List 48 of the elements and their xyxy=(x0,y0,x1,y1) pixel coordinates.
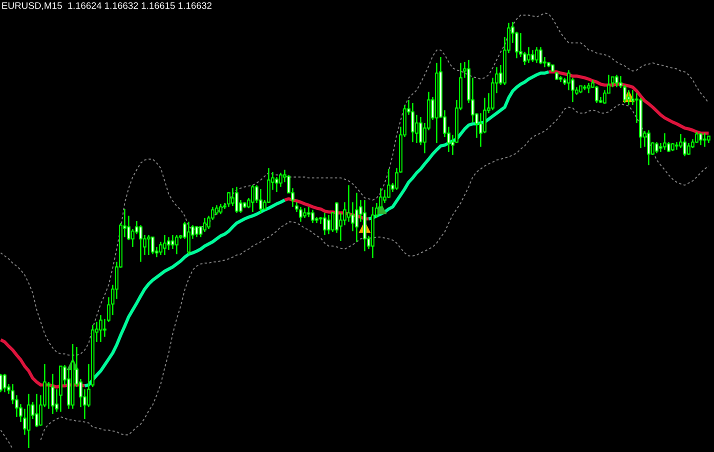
candlestick xyxy=(98,314,102,343)
candlestick xyxy=(646,130,650,166)
candlestick xyxy=(226,191,230,208)
candlestick xyxy=(534,46,538,64)
candlestick xyxy=(302,208,306,219)
candlestick xyxy=(2,373,6,393)
candlestick xyxy=(162,234,166,256)
candlestick xyxy=(214,204,218,216)
candlestick xyxy=(306,206,310,218)
candlestick xyxy=(694,131,698,144)
candlestick xyxy=(526,46,530,64)
candlestick xyxy=(698,132,702,146)
candlestick xyxy=(250,184,254,213)
candlestick xyxy=(686,142,690,156)
candlestick xyxy=(386,168,390,199)
candlestick xyxy=(174,234,178,255)
candlestick xyxy=(274,176,278,193)
candlestick xyxy=(218,203,222,215)
candlestick xyxy=(682,137,686,157)
candlestick xyxy=(674,142,678,150)
candlestick xyxy=(654,142,658,154)
candlestick xyxy=(662,132,666,150)
candlestick xyxy=(354,192,358,242)
candlestick xyxy=(410,102,414,143)
candlestick xyxy=(538,46,542,65)
candlestick xyxy=(258,188,262,214)
candlestick xyxy=(170,234,174,250)
candlestick xyxy=(202,217,206,233)
candlestick xyxy=(702,132,706,148)
candlestick xyxy=(234,186,238,214)
candlestick xyxy=(530,49,534,63)
candlestick xyxy=(310,209,314,224)
candlestick xyxy=(186,221,190,255)
chart-title: EURUSD,M15 1.16624 1.16632 1.16615 1.16632 xyxy=(2,2,212,10)
candlestick xyxy=(34,393,38,428)
candlestick xyxy=(138,224,142,262)
candlestick xyxy=(322,212,326,236)
candlestick xyxy=(298,206,302,222)
candlestick xyxy=(146,234,150,256)
candlestick xyxy=(626,90,630,106)
candlestick xyxy=(194,225,198,238)
candlestick xyxy=(614,74,618,88)
candlestick xyxy=(50,373,54,415)
candlestick xyxy=(586,82,590,94)
candlestick xyxy=(22,408,26,436)
candlestick xyxy=(326,214,330,235)
candlestick xyxy=(166,236,170,251)
candlestick xyxy=(150,236,154,255)
